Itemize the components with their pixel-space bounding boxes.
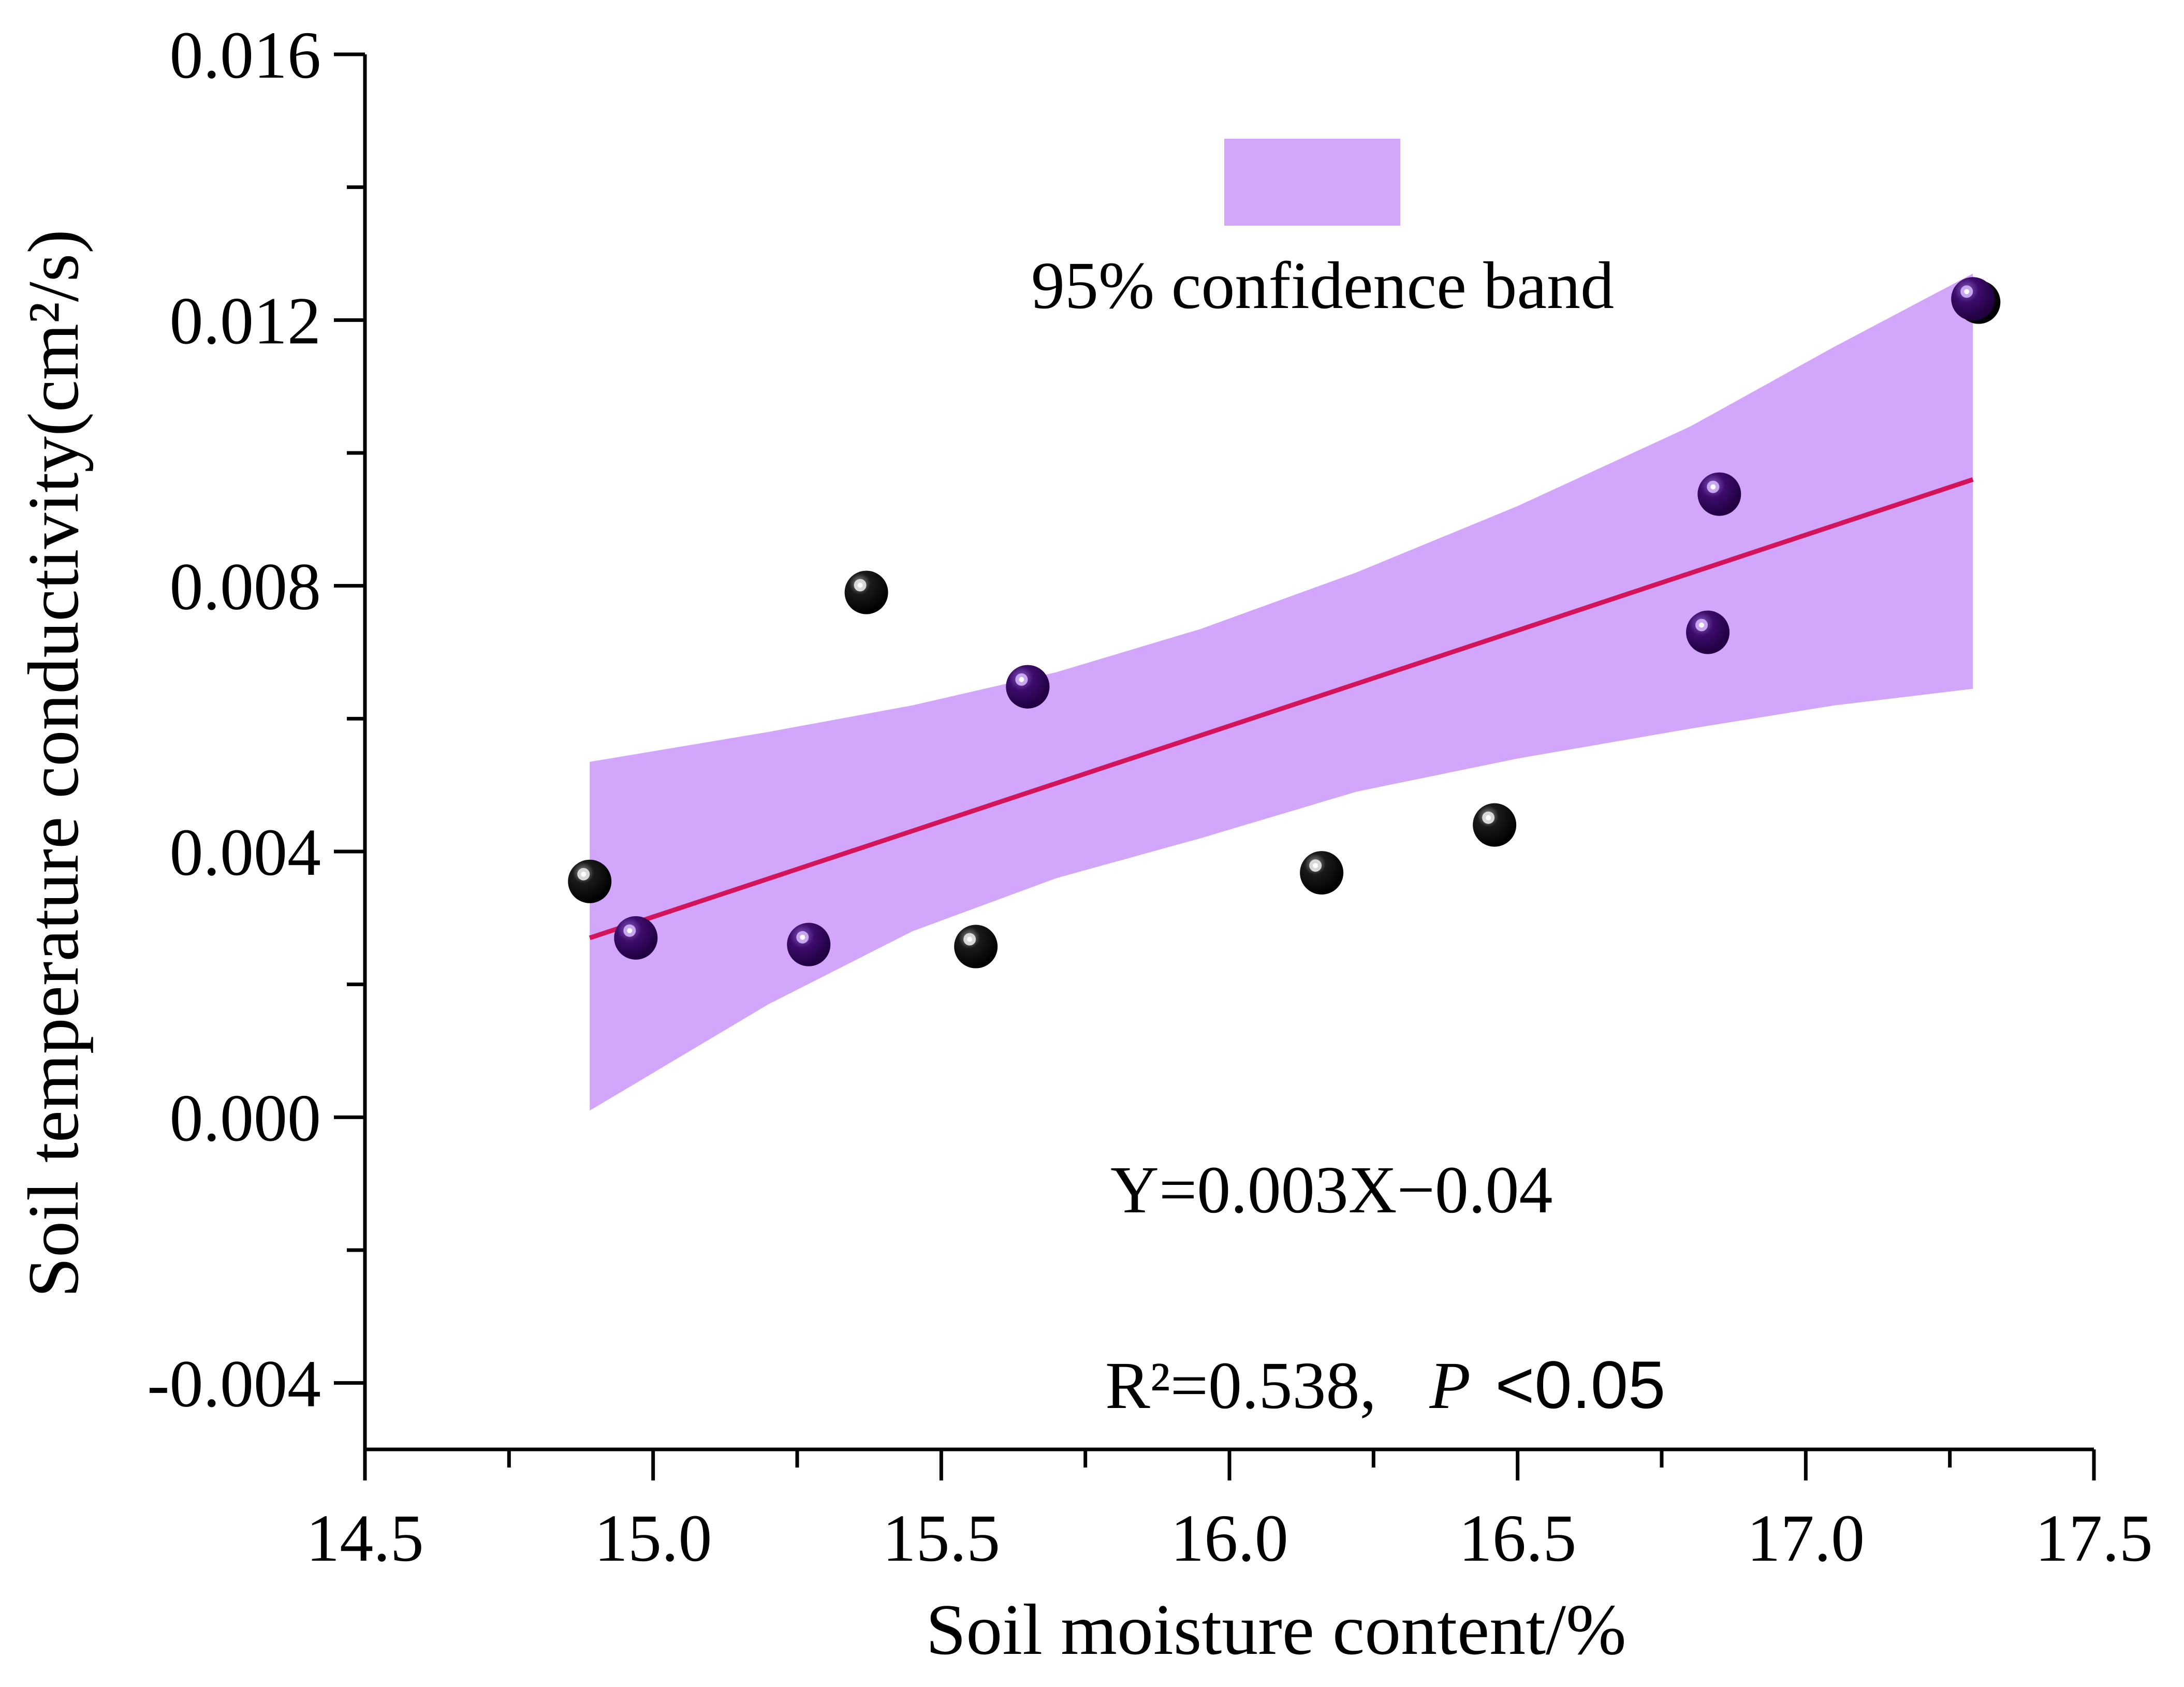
- y-tick-label: 0.016: [170, 18, 321, 93]
- y-tick-label: -0.004: [147, 1347, 321, 1421]
- x-tick-label: 17.0: [1747, 1501, 1865, 1576]
- x-tick-label: 14.5: [306, 1501, 424, 1576]
- point-marker: [1300, 851, 1344, 895]
- point-specular: [1699, 622, 1705, 628]
- point-marker: [1697, 472, 1741, 516]
- y-axis-title: Soil temperature conductivity(cm²/s): [13, 229, 94, 1298]
- legend: 95% confidence band: [1031, 139, 1614, 323]
- point-marker: [1951, 277, 1995, 321]
- point-marker: [1686, 610, 1730, 654]
- point-marker: [1006, 665, 1050, 709]
- point-specular: [1486, 815, 1491, 820]
- regression-equation: Y=0.003X−0.04: [1110, 1153, 1552, 1227]
- point-specular: [800, 934, 805, 940]
- data-point: [614, 916, 658, 960]
- point-specular: [1313, 863, 1318, 869]
- x-tick-label: 17.5: [2035, 1501, 2153, 1576]
- data-points: [568, 277, 2001, 969]
- point-specular: [1019, 677, 1024, 682]
- point-specular: [857, 582, 863, 588]
- data-point: [1473, 803, 1517, 847]
- r-squared-label: R²=0.538,: [1105, 1348, 1376, 1423]
- data-point: [1006, 665, 1050, 709]
- point-specular: [627, 928, 633, 933]
- point-marker: [1473, 803, 1517, 847]
- point-marker: [614, 916, 658, 960]
- x-axis-title: Soil moisture content/%: [926, 1590, 1626, 1670]
- data-point: [1697, 472, 1741, 516]
- data-point: [1951, 277, 1995, 321]
- point-marker: [954, 925, 998, 969]
- point-marker: [844, 570, 888, 614]
- x-tick-label: 16.5: [1459, 1501, 1577, 1576]
- x-tick-label: 16.0: [1170, 1501, 1288, 1576]
- data-point: [787, 922, 831, 966]
- data-point: [1686, 610, 1730, 654]
- point-specular: [1710, 484, 1716, 490]
- point-marker: [787, 922, 831, 966]
- point-marker: [568, 859, 612, 903]
- x-tick-label: 15.0: [594, 1501, 712, 1576]
- data-point: [954, 925, 998, 969]
- fit-line: [589, 477, 1974, 941]
- p-value: <0.05: [1495, 1347, 1665, 1422]
- x-tick-label: 15.5: [883, 1501, 1001, 1576]
- r-squared-p-value: R²=0.538, P <0.05: [1105, 1347, 1665, 1423]
- y-tick-label: 0.004: [170, 815, 321, 890]
- data-point: [568, 859, 612, 903]
- legend-swatch: [1224, 139, 1400, 226]
- data-point: [844, 570, 888, 614]
- point-specular: [1964, 289, 1970, 295]
- legend-label: 95% confidence band: [1031, 248, 1614, 323]
- x-axis-ticks: 14.5 15.0 15.5 16.0 16.5 17.0 17.5: [306, 1449, 2153, 1576]
- confidence-band: [590, 273, 1973, 1111]
- y-tick-label: 0.000: [170, 1081, 321, 1155]
- y-axis-ticks: -0.004 0.000 0.004 0.008 0.012 0.016: [147, 18, 365, 1421]
- data-point: [1300, 851, 1344, 895]
- point-specular: [967, 936, 973, 942]
- point-specular: [581, 871, 587, 877]
- p-symbol: P: [1429, 1348, 1471, 1423]
- y-tick-label: 0.012: [170, 284, 321, 358]
- y-tick-label: 0.008: [170, 550, 321, 624]
